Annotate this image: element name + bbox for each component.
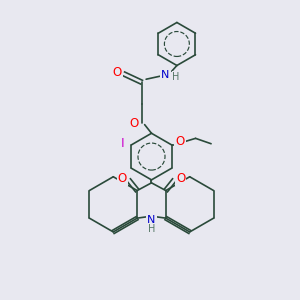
Text: O: O <box>118 172 127 185</box>
Text: I: I <box>121 137 125 150</box>
Text: H: H <box>148 224 155 234</box>
Text: H: H <box>172 71 180 82</box>
Text: O: O <box>112 67 122 80</box>
Text: N: N <box>147 214 156 225</box>
Text: O: O <box>176 172 185 185</box>
Text: O: O <box>130 117 139 130</box>
Text: O: O <box>176 135 185 148</box>
Text: N: N <box>161 70 169 80</box>
